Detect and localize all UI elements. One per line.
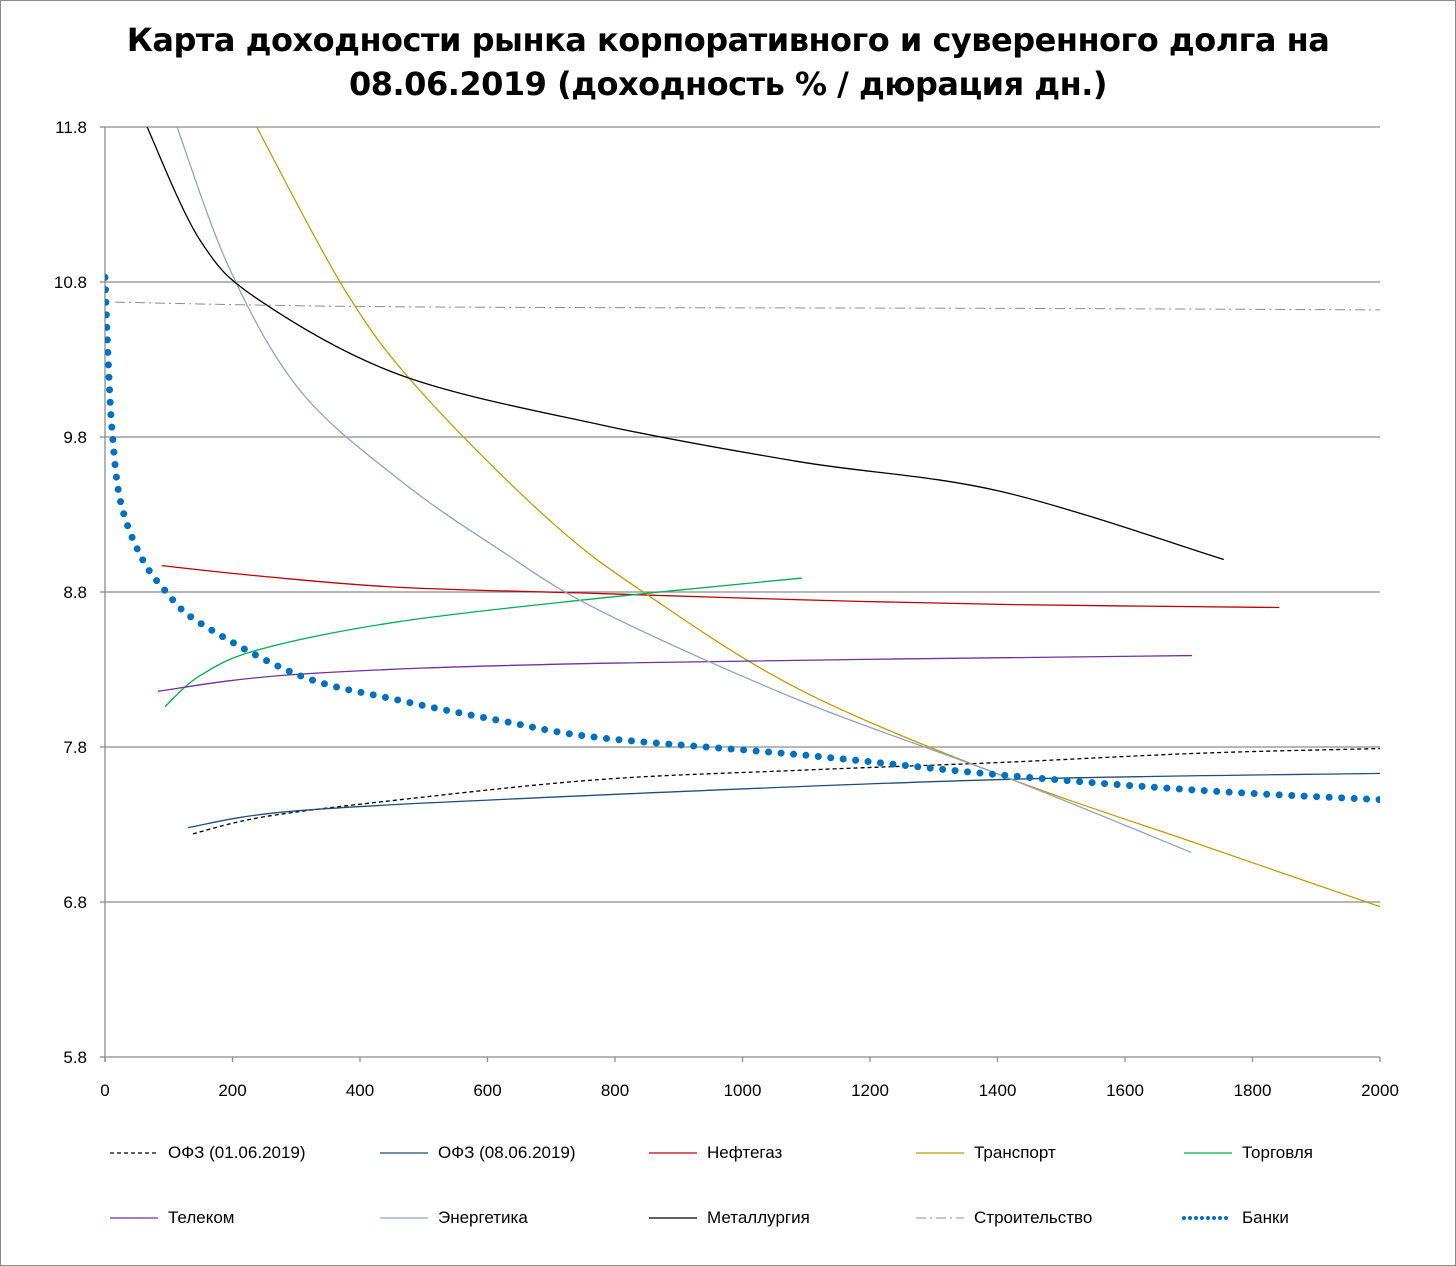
x-tick-label: 0	[100, 1081, 109, 1100]
legend-label: Банки	[1242, 1208, 1289, 1227]
chart-title-line-2: 08.06.2019 (доходность % / дюрация дн.)	[348, 65, 1108, 103]
series-металлургия-line	[146, 127, 1224, 561]
x-tick-label: 1000	[724, 1081, 762, 1100]
x-tick-label: 1600	[1106, 1081, 1144, 1100]
x-tick-label: 400	[346, 1081, 374, 1100]
legend-label: Торговля	[1242, 1143, 1314, 1162]
legend-item: ОФЗ (08.06.2019)	[378, 1142, 576, 1164]
legend-item: ОФЗ (01.06.2019)	[108, 1142, 306, 1164]
legend-label: Металлургия	[707, 1208, 810, 1227]
legend-swatch	[916, 1217, 964, 1219]
legend-swatch	[380, 1217, 428, 1219]
x-tick-label: 2000	[1361, 1081, 1399, 1100]
legend-item: Телеком	[108, 1207, 234, 1229]
legend-swatch	[649, 1217, 697, 1219]
series-энергетика-line	[176, 127, 1192, 854]
grid-lines	[100, 126, 1381, 1062]
series-офз-08-06-2019-line	[187, 772, 1380, 829]
y-tick-label: 6.8	[63, 893, 87, 912]
legend-label: Энергетика	[438, 1208, 528, 1227]
legend-swatch	[916, 1152, 964, 1154]
x-tick-label: 1400	[979, 1081, 1017, 1100]
legend-label: ОФЗ (01.06.2019)	[168, 1143, 306, 1162]
legend-label: ОФЗ (08.06.2019)	[438, 1143, 576, 1162]
legend-label: Строительство	[974, 1208, 1093, 1227]
y-tick-label: 10.8	[54, 273, 87, 292]
legend-label: Телеком	[168, 1208, 235, 1227]
x-tick-label: 200	[218, 1081, 246, 1100]
chart-title-line-1: Карта доходности рынка корпоративного и …	[126, 21, 1330, 59]
legend-label: Транспорт	[974, 1143, 1056, 1162]
x-tick-label: 1200	[851, 1081, 889, 1100]
y-tick-label: 7.8	[63, 738, 87, 757]
y-tick-label: 5.8	[63, 1048, 87, 1067]
legend-swatch	[1182, 1216, 1234, 1220]
series-банки-line	[105, 273, 1380, 804]
legend-item: Нефтегаз	[647, 1142, 782, 1164]
y-tick-label: 11.8	[55, 118, 87, 137]
series-нефтегаз-line	[161, 565, 1280, 609]
series-телеком-line	[157, 654, 1192, 692]
series-строительство-line	[115, 301, 1380, 311]
x-axis-ticks: 0 200 400 600 800 1000 1200 1400 1600 1800 2000	[100, 1081, 1399, 1100]
series-lines	[105, 127, 1380, 908]
legend-item: Транспорт	[914, 1142, 1056, 1164]
legend-swatch	[110, 1217, 158, 1219]
legend-label: Нефтегаз	[707, 1143, 783, 1162]
series-транспорт-line	[256, 127, 1380, 908]
legend-item: Строительство	[914, 1207, 1092, 1229]
legend-item: Энергетика	[378, 1207, 528, 1229]
legend-swatch	[649, 1152, 697, 1154]
legend-item: Банки	[1182, 1207, 1289, 1229]
x-tick-label: 1800	[1234, 1081, 1272, 1100]
chart-title: Карта доходности рынка корпоративного и …	[0, 18, 1456, 106]
x-tick-label: 800	[601, 1081, 629, 1100]
y-tick-label: 8.8	[63, 583, 87, 602]
legend-item: Металлургия	[647, 1207, 810, 1229]
series-торговля-line	[164, 577, 802, 708]
y-axis-ticks: 11.8 10.8 9.8 8.8 7.8 6.8 5.8	[54, 118, 87, 1067]
legend-swatch	[1184, 1152, 1232, 1154]
legend-item: Торговля	[1182, 1142, 1313, 1164]
legend-swatch	[110, 1152, 158, 1154]
y-tick-label: 9.8	[63, 428, 87, 447]
legend-swatch	[380, 1152, 428, 1154]
x-tick-label: 600	[473, 1081, 501, 1100]
